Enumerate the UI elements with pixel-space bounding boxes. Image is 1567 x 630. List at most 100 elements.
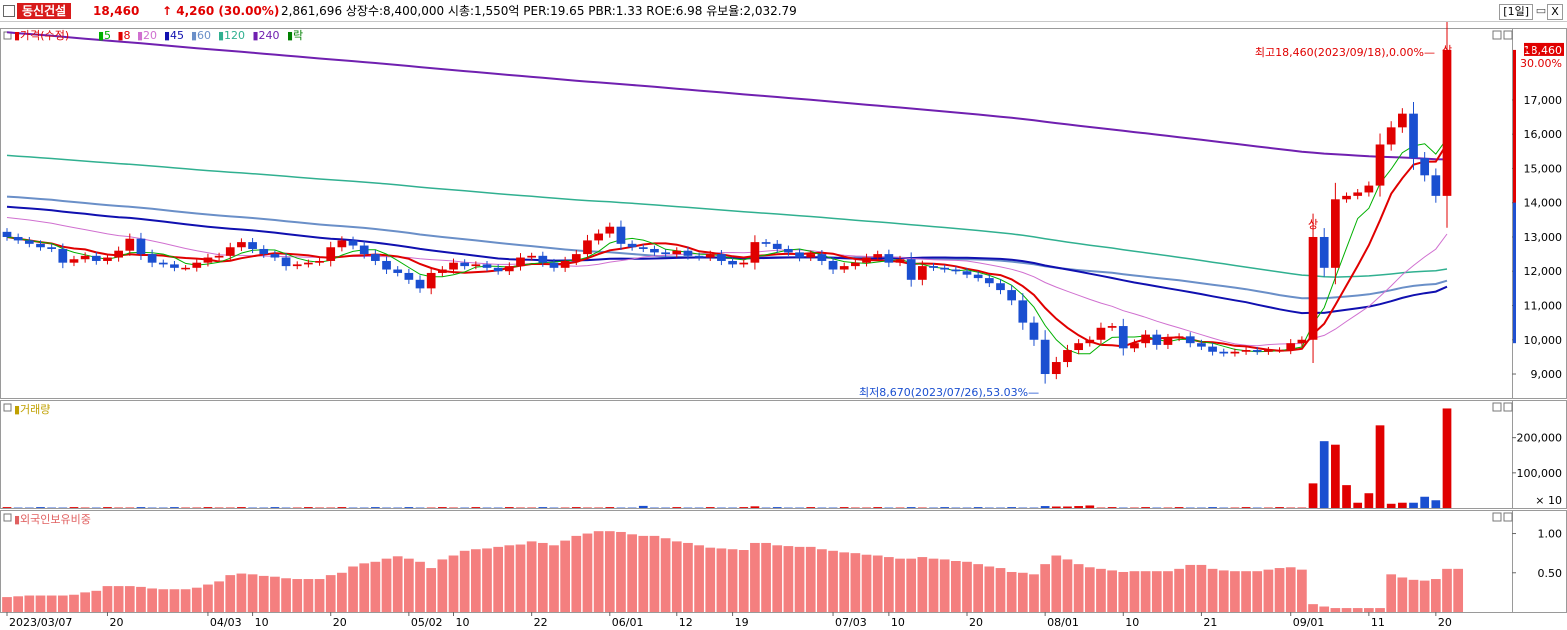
candle[interactable] — [695, 256, 704, 258]
candle[interactable] — [271, 254, 280, 257]
foreign-ratio-bar[interactable] — [951, 561, 961, 612]
foreign-ratio-bar[interactable] — [147, 588, 157, 612]
foreign-ratio-bar[interactable] — [114, 586, 124, 612]
candle[interactable] — [460, 263, 469, 266]
candle[interactable] — [1420, 158, 1429, 175]
foreign-ratio-bar[interactable] — [248, 574, 258, 612]
foreign-ratio-bar[interactable] — [627, 534, 637, 612]
candle[interactable] — [594, 234, 603, 241]
candle[interactable] — [806, 254, 815, 257]
candle[interactable] — [1376, 144, 1385, 185]
candle[interactable] — [1365, 186, 1374, 193]
candle[interactable] — [326, 247, 335, 261]
pane-toggle-icon[interactable] — [4, 404, 11, 411]
select-checkbox[interactable] — [3, 5, 15, 17]
candle[interactable] — [103, 258, 112, 261]
foreign-ratio-bar[interactable] — [125, 586, 135, 612]
candle[interactable] — [1041, 340, 1050, 374]
candle[interactable] — [483, 264, 492, 267]
volume-bar[interactable] — [1409, 503, 1418, 508]
foreign-ratio-bar[interactable] — [962, 562, 972, 612]
foreign-ratio-bar[interactable] — [326, 575, 336, 612]
candle[interactable] — [829, 261, 838, 270]
volume-bar[interactable] — [1387, 504, 1396, 508]
foreign-ratio-bar[interactable] — [270, 577, 280, 612]
candle[interactable] — [1074, 343, 1083, 350]
foreign-ratio-bar[interactable] — [47, 596, 57, 612]
volume-bar[interactable] — [605, 507, 614, 508]
candle[interactable] — [416, 280, 425, 289]
candle[interactable] — [1052, 362, 1061, 374]
volume-bar[interactable] — [940, 507, 949, 508]
foreign-ratio-bar[interactable] — [538, 543, 548, 612]
foreign-ratio-bar[interactable] — [1118, 572, 1128, 612]
foreign-ratio-bar[interactable] — [1319, 607, 1329, 612]
minimize-icon[interactable]: ▭ — [1535, 4, 1547, 18]
foreign-ratio-bar[interactable] — [1431, 579, 1441, 612]
foreign-ratio-bar[interactable] — [873, 556, 883, 612]
foreign-ratio-bar[interactable] — [1331, 608, 1341, 612]
candle[interactable] — [159, 263, 168, 265]
volume-bar[interactable] — [1141, 507, 1150, 508]
candle[interactable] — [1286, 343, 1295, 350]
volume-bar[interactable] — [1331, 445, 1340, 508]
candle[interactable] — [728, 261, 737, 264]
volume-bar[interactable] — [405, 507, 414, 508]
pane-maximize-icon[interactable] — [1493, 31, 1501, 39]
foreign-ratio-bar[interactable] — [103, 586, 113, 612]
pane-toggle-icon[interactable] — [4, 514, 11, 521]
candle[interactable] — [751, 242, 760, 263]
foreign-ratio-bar[interactable] — [862, 555, 872, 612]
candle[interactable] — [70, 259, 79, 262]
volume-bar[interactable] — [1342, 485, 1351, 508]
volume-bar[interactable] — [706, 507, 715, 508]
candle[interactable] — [1320, 237, 1329, 268]
legend-ma-20[interactable]: ▮20 — [137, 29, 157, 42]
foreign-ratio-bar[interactable] — [940, 559, 950, 612]
pane-close-icon[interactable] — [1504, 403, 1512, 411]
candle[interactable] — [951, 270, 960, 272]
candle[interactable] — [315, 261, 324, 263]
foreign-ratio-bar[interactable] — [1353, 608, 1363, 612]
foreign-ratio-bar[interactable] — [493, 547, 503, 612]
candle[interactable] — [684, 251, 693, 256]
legend-ma-60[interactable]: ▮60 — [191, 29, 211, 42]
foreign-ratio-bar[interactable] — [504, 545, 514, 612]
foreign-ratio-bar[interactable] — [761, 543, 771, 612]
foreign-ratio-bar[interactable] — [1420, 581, 1430, 612]
foreign-ratio-bar[interactable] — [895, 559, 905, 612]
volume-bar[interactable] — [873, 507, 882, 508]
foreign-ratio-bar[interactable] — [1297, 570, 1307, 612]
candle[interactable] — [896, 259, 905, 262]
foreign-ratio-bar[interactable] — [1219, 570, 1229, 612]
volume-bar[interactable] — [840, 507, 849, 508]
volume-bar[interactable] — [36, 507, 45, 508]
foreign-ratio-bar[interactable] — [1442, 569, 1452, 612]
candle[interactable] — [862, 258, 871, 263]
candle[interactable] — [1253, 350, 1262, 352]
foreign-ratio-bar[interactable] — [984, 566, 994, 612]
candle[interactable] — [137, 239, 146, 254]
candle[interactable] — [1242, 350, 1251, 352]
candle[interactable] — [661, 252, 670, 254]
foreign-ratio-bar[interactable] — [1308, 604, 1318, 612]
pane-close-icon[interactable] — [1504, 513, 1512, 521]
candle[interactable] — [1063, 350, 1072, 362]
candle[interactable] — [1431, 175, 1440, 196]
candle[interactable] — [572, 254, 581, 261]
foreign-ratio-bar[interactable] — [1286, 567, 1296, 612]
candle[interactable] — [739, 263, 748, 265]
volume-bar[interactable] — [70, 507, 79, 508]
foreign-ratio-bar[interactable] — [203, 585, 213, 612]
foreign-ratio-bar[interactable] — [516, 545, 526, 612]
volume-bar[interactable] — [1085, 505, 1094, 508]
candle[interactable] — [974, 275, 983, 278]
candle[interactable] — [1231, 352, 1240, 354]
candle[interactable] — [170, 264, 179, 267]
volume-bar[interactable] — [1431, 500, 1440, 508]
candle[interactable] — [1353, 192, 1362, 195]
volume-bar[interactable] — [237, 507, 246, 508]
volume-bar[interactable] — [1420, 497, 1429, 508]
foreign-ratio-bar[interactable] — [1174, 569, 1184, 612]
candle[interactable] — [1152, 335, 1161, 345]
